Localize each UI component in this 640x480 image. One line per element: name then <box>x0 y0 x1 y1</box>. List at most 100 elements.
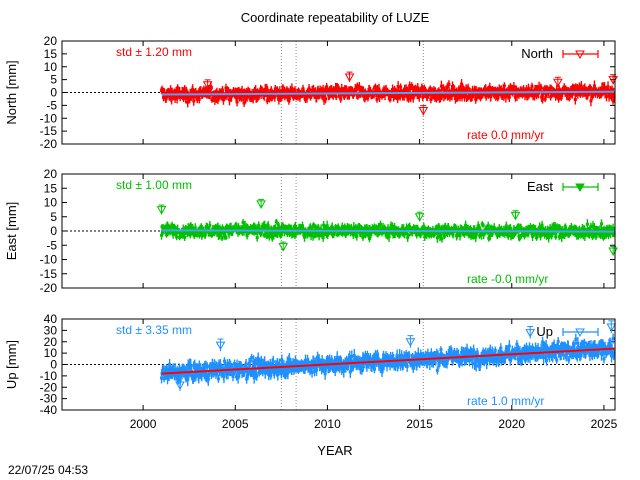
up-point <box>437 362 441 366</box>
north-point <box>186 100 190 104</box>
north-point <box>170 90 174 94</box>
north-point <box>606 85 610 89</box>
north-point <box>372 93 376 97</box>
east-point <box>439 233 443 237</box>
up-point <box>248 360 252 364</box>
east-point <box>490 232 494 236</box>
up-point <box>372 355 376 359</box>
east-point <box>175 235 179 239</box>
east-point <box>345 230 349 234</box>
east-point <box>378 226 382 230</box>
east-point <box>280 230 284 234</box>
north-point <box>470 95 474 99</box>
up-point <box>293 366 297 370</box>
up-point <box>348 355 352 359</box>
north-point <box>324 97 328 101</box>
east-point <box>222 233 226 237</box>
up-point <box>236 376 240 380</box>
north-point <box>164 97 168 101</box>
east-point <box>285 232 289 236</box>
north-point <box>484 88 488 92</box>
north-ytick-label: 15 <box>44 47 58 61</box>
up-point <box>250 356 254 360</box>
north-point <box>334 95 338 99</box>
up-point <box>193 363 197 367</box>
north-point <box>178 90 182 94</box>
east-point <box>253 224 257 228</box>
east-point <box>403 232 407 236</box>
east-point <box>595 232 599 236</box>
east-point <box>181 234 185 238</box>
up-point <box>205 364 209 368</box>
north-outlier-point <box>344 73 355 83</box>
east-point <box>526 233 530 237</box>
north-point <box>213 98 217 102</box>
east-point <box>445 232 449 236</box>
up-point <box>280 358 284 362</box>
east-point <box>481 231 485 235</box>
north-ytick-label: -15 <box>40 124 58 138</box>
north-point <box>320 90 324 94</box>
up-point <box>442 361 446 365</box>
east-point <box>464 223 468 227</box>
up-point <box>217 362 221 366</box>
up-point <box>400 353 404 357</box>
north-point <box>574 86 578 90</box>
north-point <box>463 95 467 99</box>
up-ytick-label: 30 <box>44 323 58 337</box>
up-point <box>380 364 384 368</box>
north-point <box>192 99 196 103</box>
up-point <box>189 364 193 368</box>
east-outlier-point <box>256 200 266 209</box>
up-point <box>222 359 226 363</box>
up-point <box>436 352 440 356</box>
east-ytick-label: 10 <box>44 196 58 210</box>
east-point <box>374 226 378 230</box>
north-point <box>506 93 510 97</box>
up-point <box>162 368 166 372</box>
up-point <box>306 358 310 362</box>
east-point <box>539 234 543 238</box>
up-point <box>176 372 180 376</box>
east-point <box>427 234 431 238</box>
up-point <box>255 374 259 378</box>
east-point <box>183 235 187 239</box>
north-point <box>217 96 221 100</box>
east-point <box>531 234 535 238</box>
north-point <box>281 85 285 89</box>
east-point <box>475 232 479 236</box>
north-point <box>184 96 188 100</box>
east-point <box>486 224 490 228</box>
north-point <box>575 85 579 89</box>
up-point <box>449 347 453 351</box>
north-point <box>425 95 429 99</box>
east-ytick-label: -15 <box>40 267 58 281</box>
up-point <box>275 361 279 365</box>
north-point <box>407 97 411 101</box>
up-point <box>270 370 274 374</box>
east-point <box>557 235 561 239</box>
east-point <box>478 234 482 238</box>
north-point <box>535 86 539 90</box>
up-point <box>364 357 368 361</box>
north-point <box>388 92 392 96</box>
north-std-label: std ± 1.20 mm <box>116 45 192 59</box>
east-point <box>436 231 440 235</box>
east-point <box>303 232 307 236</box>
up-point <box>302 361 306 365</box>
east-point <box>381 225 385 229</box>
north-ytick-label: 5 <box>50 73 57 87</box>
east-point <box>217 234 221 238</box>
north-point <box>382 87 386 91</box>
up-point <box>376 358 380 362</box>
north-point <box>540 92 544 96</box>
north-point <box>507 95 511 99</box>
north-point <box>342 95 346 99</box>
north-point <box>456 92 460 96</box>
north-point <box>399 85 403 89</box>
north-point <box>447 89 451 93</box>
north-point <box>276 91 280 95</box>
north-point <box>182 96 186 100</box>
up-ytick-label: 40 <box>44 312 58 326</box>
